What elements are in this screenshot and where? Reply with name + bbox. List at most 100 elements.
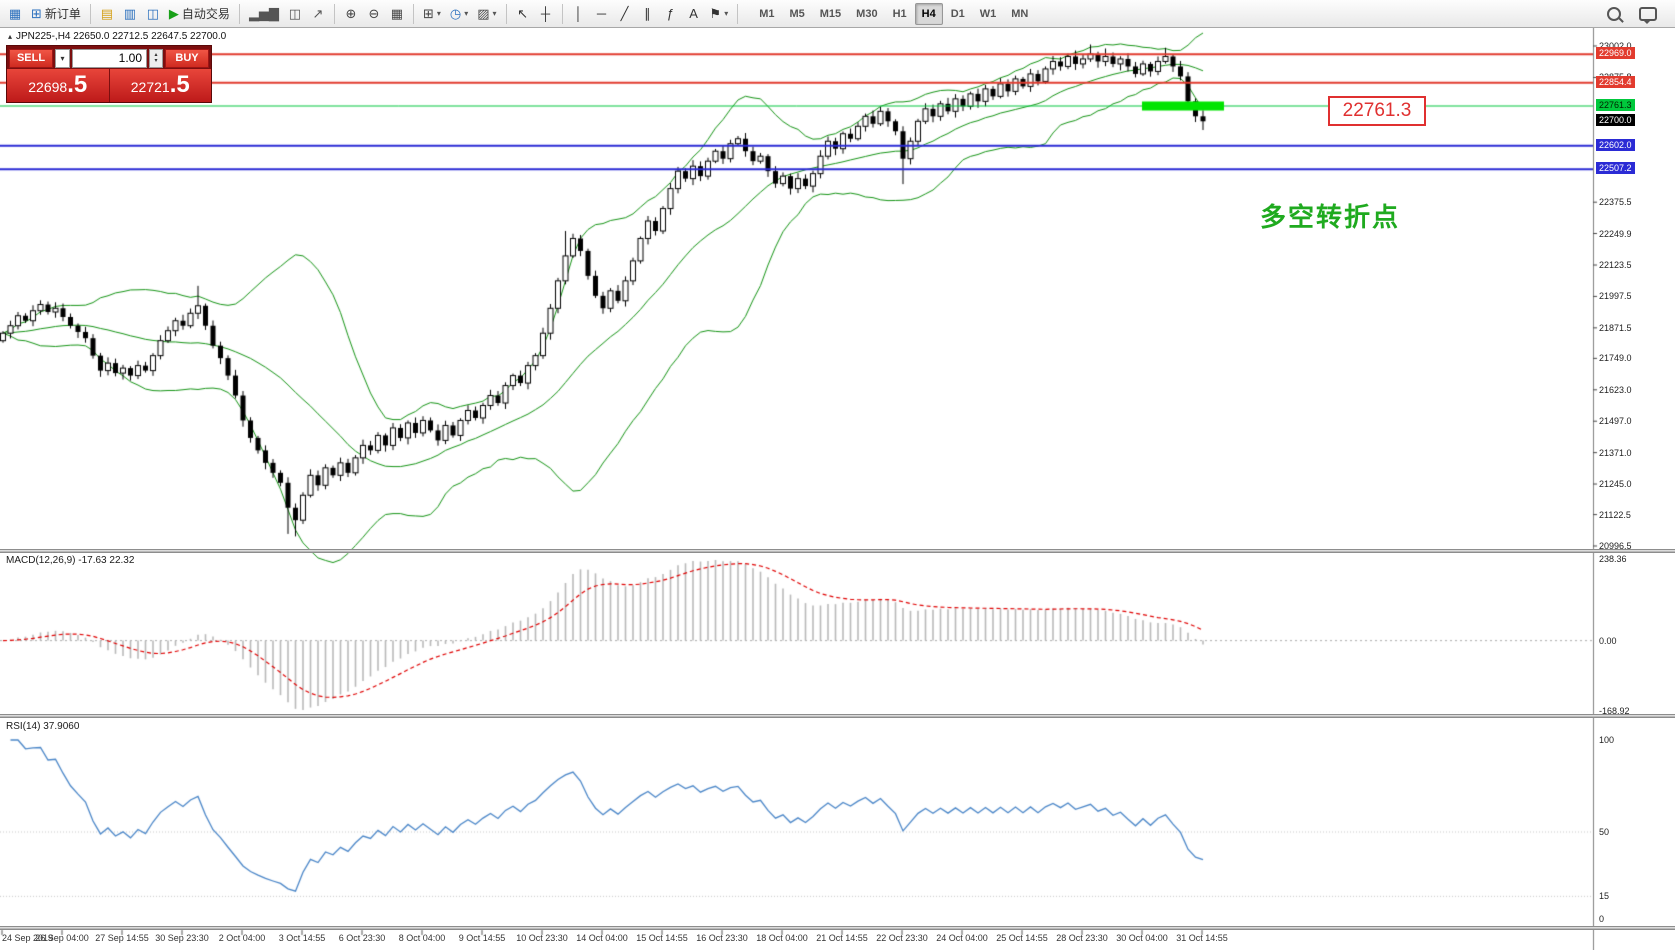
templates-button[interactable]: ▨ ▾ bbox=[473, 3, 500, 25]
time-axis-label: 6 Oct 23:30 bbox=[338, 933, 386, 943]
cursor-button[interactable]: ↖ bbox=[512, 3, 534, 25]
text-button[interactable]: A bbox=[683, 3, 705, 25]
sell-price-button[interactable]: 22698.5 bbox=[7, 69, 110, 102]
timeframe-m30-button[interactable]: M30 bbox=[849, 3, 884, 25]
toolbar-right-group bbox=[1603, 3, 1661, 25]
window-icon-button[interactable]: ▦ bbox=[4, 3, 26, 25]
search-button[interactable] bbox=[1603, 3, 1625, 25]
timeframe-group: M1 M5 M15 M30 H1 H4 D1 W1 MN bbox=[752, 2, 1035, 25]
crosshair-button[interactable]: ┼ bbox=[535, 3, 557, 25]
horizontal-line-button[interactable]: ─ bbox=[591, 3, 613, 25]
zoom-in-button[interactable]: ⊕ bbox=[340, 3, 362, 25]
panel-divider[interactable] bbox=[0, 714, 1675, 718]
fibonacci-button[interactable]: ƒ bbox=[660, 3, 682, 25]
collapse-icon[interactable]: ▴ bbox=[8, 32, 13, 41]
timeframe-h4-button[interactable]: H4 bbox=[914, 2, 943, 25]
toolbar-separator bbox=[505, 3, 507, 24]
time-axis-label: 28 Oct 23:30 bbox=[1056, 933, 1108, 943]
time-axis-label: 21 Oct 14:55 bbox=[816, 933, 868, 943]
volume-stepper[interactable]: ▴ ▾ bbox=[149, 48, 163, 68]
timeframe-w1-button[interactable]: W1 bbox=[973, 3, 1004, 25]
trade-prices-row: 22698.5 22721.5 bbox=[7, 69, 211, 102]
channel-button[interactable]: ∥ bbox=[637, 3, 659, 25]
buy-button[interactable]: BUY bbox=[165, 48, 209, 68]
trendline-button[interactable]: ╱ bbox=[614, 3, 636, 25]
timeframe-m15-button[interactable]: M15 bbox=[813, 3, 848, 25]
time-axis-label: 30 Oct 04:00 bbox=[1116, 933, 1168, 943]
arrows-button[interactable]: ⚑ ▾ bbox=[706, 3, 733, 25]
time-axis-label: 15 Oct 14:55 bbox=[636, 933, 688, 943]
panel-divider[interactable] bbox=[0, 549, 1675, 553]
chat-icon bbox=[1639, 6, 1657, 24]
buy-price-int: 22721 bbox=[130, 79, 170, 95]
line-chart-button[interactable]: ↗ bbox=[307, 3, 329, 25]
time-axis-label: 10 Oct 23:30 bbox=[516, 933, 568, 943]
profiles-icon: ▤ bbox=[100, 6, 114, 21]
tile-windows-icon: ▦ bbox=[390, 6, 404, 21]
autotrading-button[interactable]: ▶ 自动交易 bbox=[165, 3, 234, 25]
line-chart-icon: ↗ bbox=[312, 6, 324, 21]
sell-button[interactable]: SELL bbox=[9, 48, 53, 68]
candlestick-button[interactable]: ◫ bbox=[284, 3, 306, 25]
vertical-line-button[interactable]: │ bbox=[568, 3, 590, 25]
zoom-out-icon: ⊖ bbox=[368, 6, 380, 21]
candlestick-icon: ◫ bbox=[288, 6, 302, 21]
flag-icon: ⚑ bbox=[709, 6, 722, 21]
data-window-button[interactable]: ◫ bbox=[142, 3, 164, 25]
time-axis-label: 27 Sep 14:55 bbox=[95, 933, 149, 943]
bar-chart-icon: ▂▅▇ bbox=[248, 6, 279, 21]
timeframe-m1-button[interactable]: M1 bbox=[752, 3, 781, 25]
caret-down-icon: ▾ bbox=[464, 9, 469, 18]
crosshair-icon: ┼ bbox=[540, 6, 551, 21]
timeframe-h1-button[interactable]: H1 bbox=[886, 3, 914, 25]
new-order-icon: ⊞ bbox=[31, 6, 42, 21]
new-order-button[interactable]: ⊞ 新订单 bbox=[27, 3, 85, 25]
chat-button[interactable] bbox=[1635, 3, 1661, 25]
horizontal-line-icon: ─ bbox=[596, 6, 607, 21]
timeframe-mn-button[interactable]: MN bbox=[1004, 3, 1035, 25]
timeframe-d1-button[interactable]: D1 bbox=[944, 3, 972, 25]
new-chart-button[interactable]: ⊞ ▾ bbox=[419, 3, 445, 25]
volume-input[interactable]: 1.00 bbox=[72, 48, 147, 68]
buy-price-button[interactable]: 22721.5 bbox=[109, 69, 211, 102]
time-axis-label: 2 Oct 04:00 bbox=[218, 933, 266, 943]
time-axis-label: 25 Oct 14:55 bbox=[996, 933, 1048, 943]
text-icon: A bbox=[689, 6, 698, 21]
macd-indicator-label: MACD(12,26,9) -17.63 22.32 bbox=[6, 555, 135, 566]
panel-divider[interactable] bbox=[0, 926, 1675, 930]
toolbar: ▦ ⊞ 新订单 ▤ ▥ ◫ ▶ 自动交易 ▂▅▇ ◫ ↗ ⊕ ⊖ ▦ ⊞ ▾ ◷ ▾ ▨ ▾ ↖ ┼ │ ─ ╱ ∥ ƒ A ⚑ ▾ M1… bbox=[0, 0, 1675, 28]
time-axis-label: 22 Oct 23:30 bbox=[876, 933, 928, 943]
caret-down-icon: ▾ bbox=[492, 9, 497, 18]
toolbar-separator bbox=[89, 3, 91, 24]
caret-down-icon: ▾ bbox=[436, 9, 441, 18]
play-icon: ▶ bbox=[168, 6, 179, 21]
order-type-dropdown[interactable]: ▾ bbox=[55, 48, 70, 68]
new-order-button-label: 新订单 bbox=[44, 7, 81, 21]
one-click-trading-panel: SELL ▾ 1.00 ▴ ▾ BUY 22698.5 22721.5 bbox=[6, 45, 212, 103]
rsi-indicator-label: RSI(14) 37.9060 bbox=[6, 721, 80, 732]
price-chart-canvas[interactable] bbox=[0, 28, 1675, 950]
chart-window-icon: ▦ bbox=[8, 6, 22, 21]
fibonacci-icon: ƒ bbox=[666, 6, 675, 21]
trendline-icon: ╱ bbox=[620, 6, 629, 21]
channel-icon: ∥ bbox=[644, 6, 651, 21]
bar-chart-button[interactable]: ▂▅▇ bbox=[245, 3, 283, 25]
sell-price-frac: .5 bbox=[67, 71, 88, 98]
data-window-icon: ◫ bbox=[146, 6, 160, 21]
stepper-up-icon: ▴ bbox=[154, 52, 158, 58]
toolbar-separator bbox=[561, 3, 563, 24]
market-watch-icon: ▥ bbox=[123, 6, 137, 21]
timeframe-m5-button[interactable]: M5 bbox=[782, 3, 811, 25]
toolbar-separator bbox=[333, 3, 335, 24]
price-level-callout[interactable]: 22761.3 bbox=[1328, 96, 1426, 126]
periods-button[interactable]: ◷ ▾ bbox=[446, 3, 472, 25]
profiles-button[interactable]: ▤ bbox=[96, 3, 118, 25]
zoom-out-button[interactable]: ⊖ bbox=[363, 3, 385, 25]
time-axis-label: 31 Oct 14:55 bbox=[1176, 933, 1228, 943]
market-watch-button[interactable]: ▥ bbox=[119, 3, 141, 25]
trade-controls-row: SELL ▾ 1.00 ▴ ▾ BUY bbox=[7, 46, 211, 69]
time-axis-label: 26 Sep 04:00 bbox=[35, 933, 89, 943]
tile-windows-button[interactable]: ▦ bbox=[386, 3, 408, 25]
zoom-in-icon: ⊕ bbox=[345, 6, 357, 21]
time-axis-label: 8 Oct 04:00 bbox=[398, 933, 446, 943]
